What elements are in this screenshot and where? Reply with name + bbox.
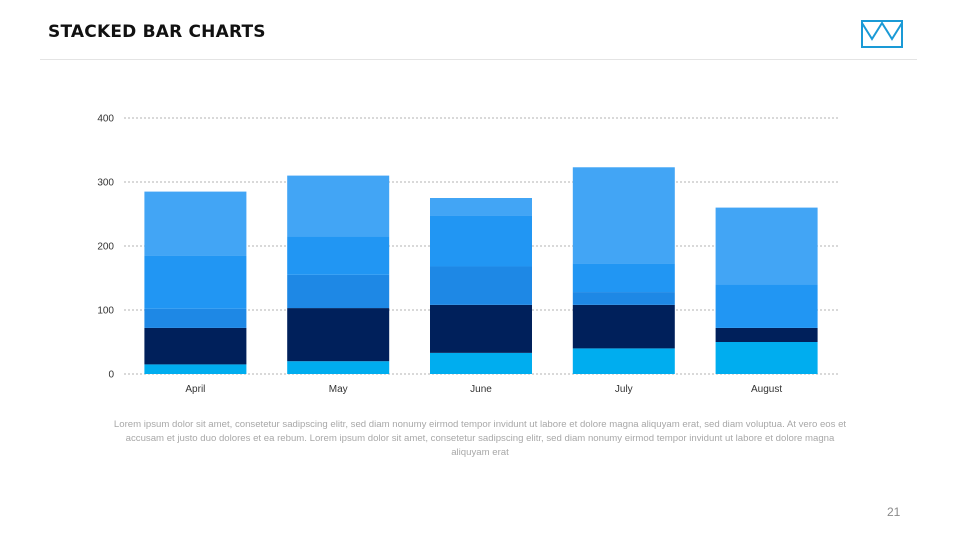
x-tick-label: May xyxy=(329,384,348,395)
bar-april-segment-1 xyxy=(144,364,247,374)
y-tick-label: 400 xyxy=(97,114,114,125)
bar-june-segment-3 xyxy=(430,266,532,305)
stacked-bar-chart: 0 100 200 300 400 April May June July August xyxy=(97,114,838,395)
bar-may-segment-5 xyxy=(287,175,390,237)
bar-june-segment-4 xyxy=(430,215,532,267)
bar-august-segment-5 xyxy=(715,207,818,285)
bar-august-segment-2 xyxy=(715,327,818,342)
slide-title: STACKED BAR CHARTS xyxy=(48,22,266,42)
bar-april-segment-4 xyxy=(144,255,247,309)
bar-july-segment-2 xyxy=(572,304,675,349)
page-number: 21 xyxy=(887,505,901,519)
crown-outline-icon xyxy=(861,20,903,48)
y-tick-label: 300 xyxy=(97,178,114,189)
x-tick-label: August xyxy=(751,384,782,395)
bar-may-segment-1 xyxy=(287,361,390,374)
y-tick-label: 0 xyxy=(108,370,114,381)
bar-august-segment-1 xyxy=(715,342,818,374)
description-text: Lorem ipsum dolor sit amet, consetetur s… xyxy=(113,419,847,458)
bar-june-segment-1 xyxy=(430,352,532,374)
bar-april-segment-2 xyxy=(144,327,247,365)
bar-july-segment-3 xyxy=(572,292,675,305)
x-tick-label: July xyxy=(615,384,633,395)
bar-august-segment-4 xyxy=(715,284,818,328)
bar-may-segment-2 xyxy=(287,308,390,362)
bar-july-segment-5 xyxy=(572,167,675,264)
bar-july-segment-4 xyxy=(572,263,675,293)
bar-may-segment-4 xyxy=(287,236,390,275)
bar-june-segment-2 xyxy=(430,304,532,353)
bar-may-segment-3 xyxy=(287,274,390,309)
x-tick-label: April xyxy=(185,384,205,395)
x-tick-label: June xyxy=(470,384,492,395)
bar-april-segment-5 xyxy=(144,191,247,256)
bar-april-segment-3 xyxy=(144,308,247,328)
bar-june-segment-5 xyxy=(430,198,532,216)
y-tick-label: 100 xyxy=(97,306,114,317)
header-divider xyxy=(40,59,917,60)
bar-july-segment-1 xyxy=(572,348,675,374)
y-tick-label: 200 xyxy=(97,242,114,253)
